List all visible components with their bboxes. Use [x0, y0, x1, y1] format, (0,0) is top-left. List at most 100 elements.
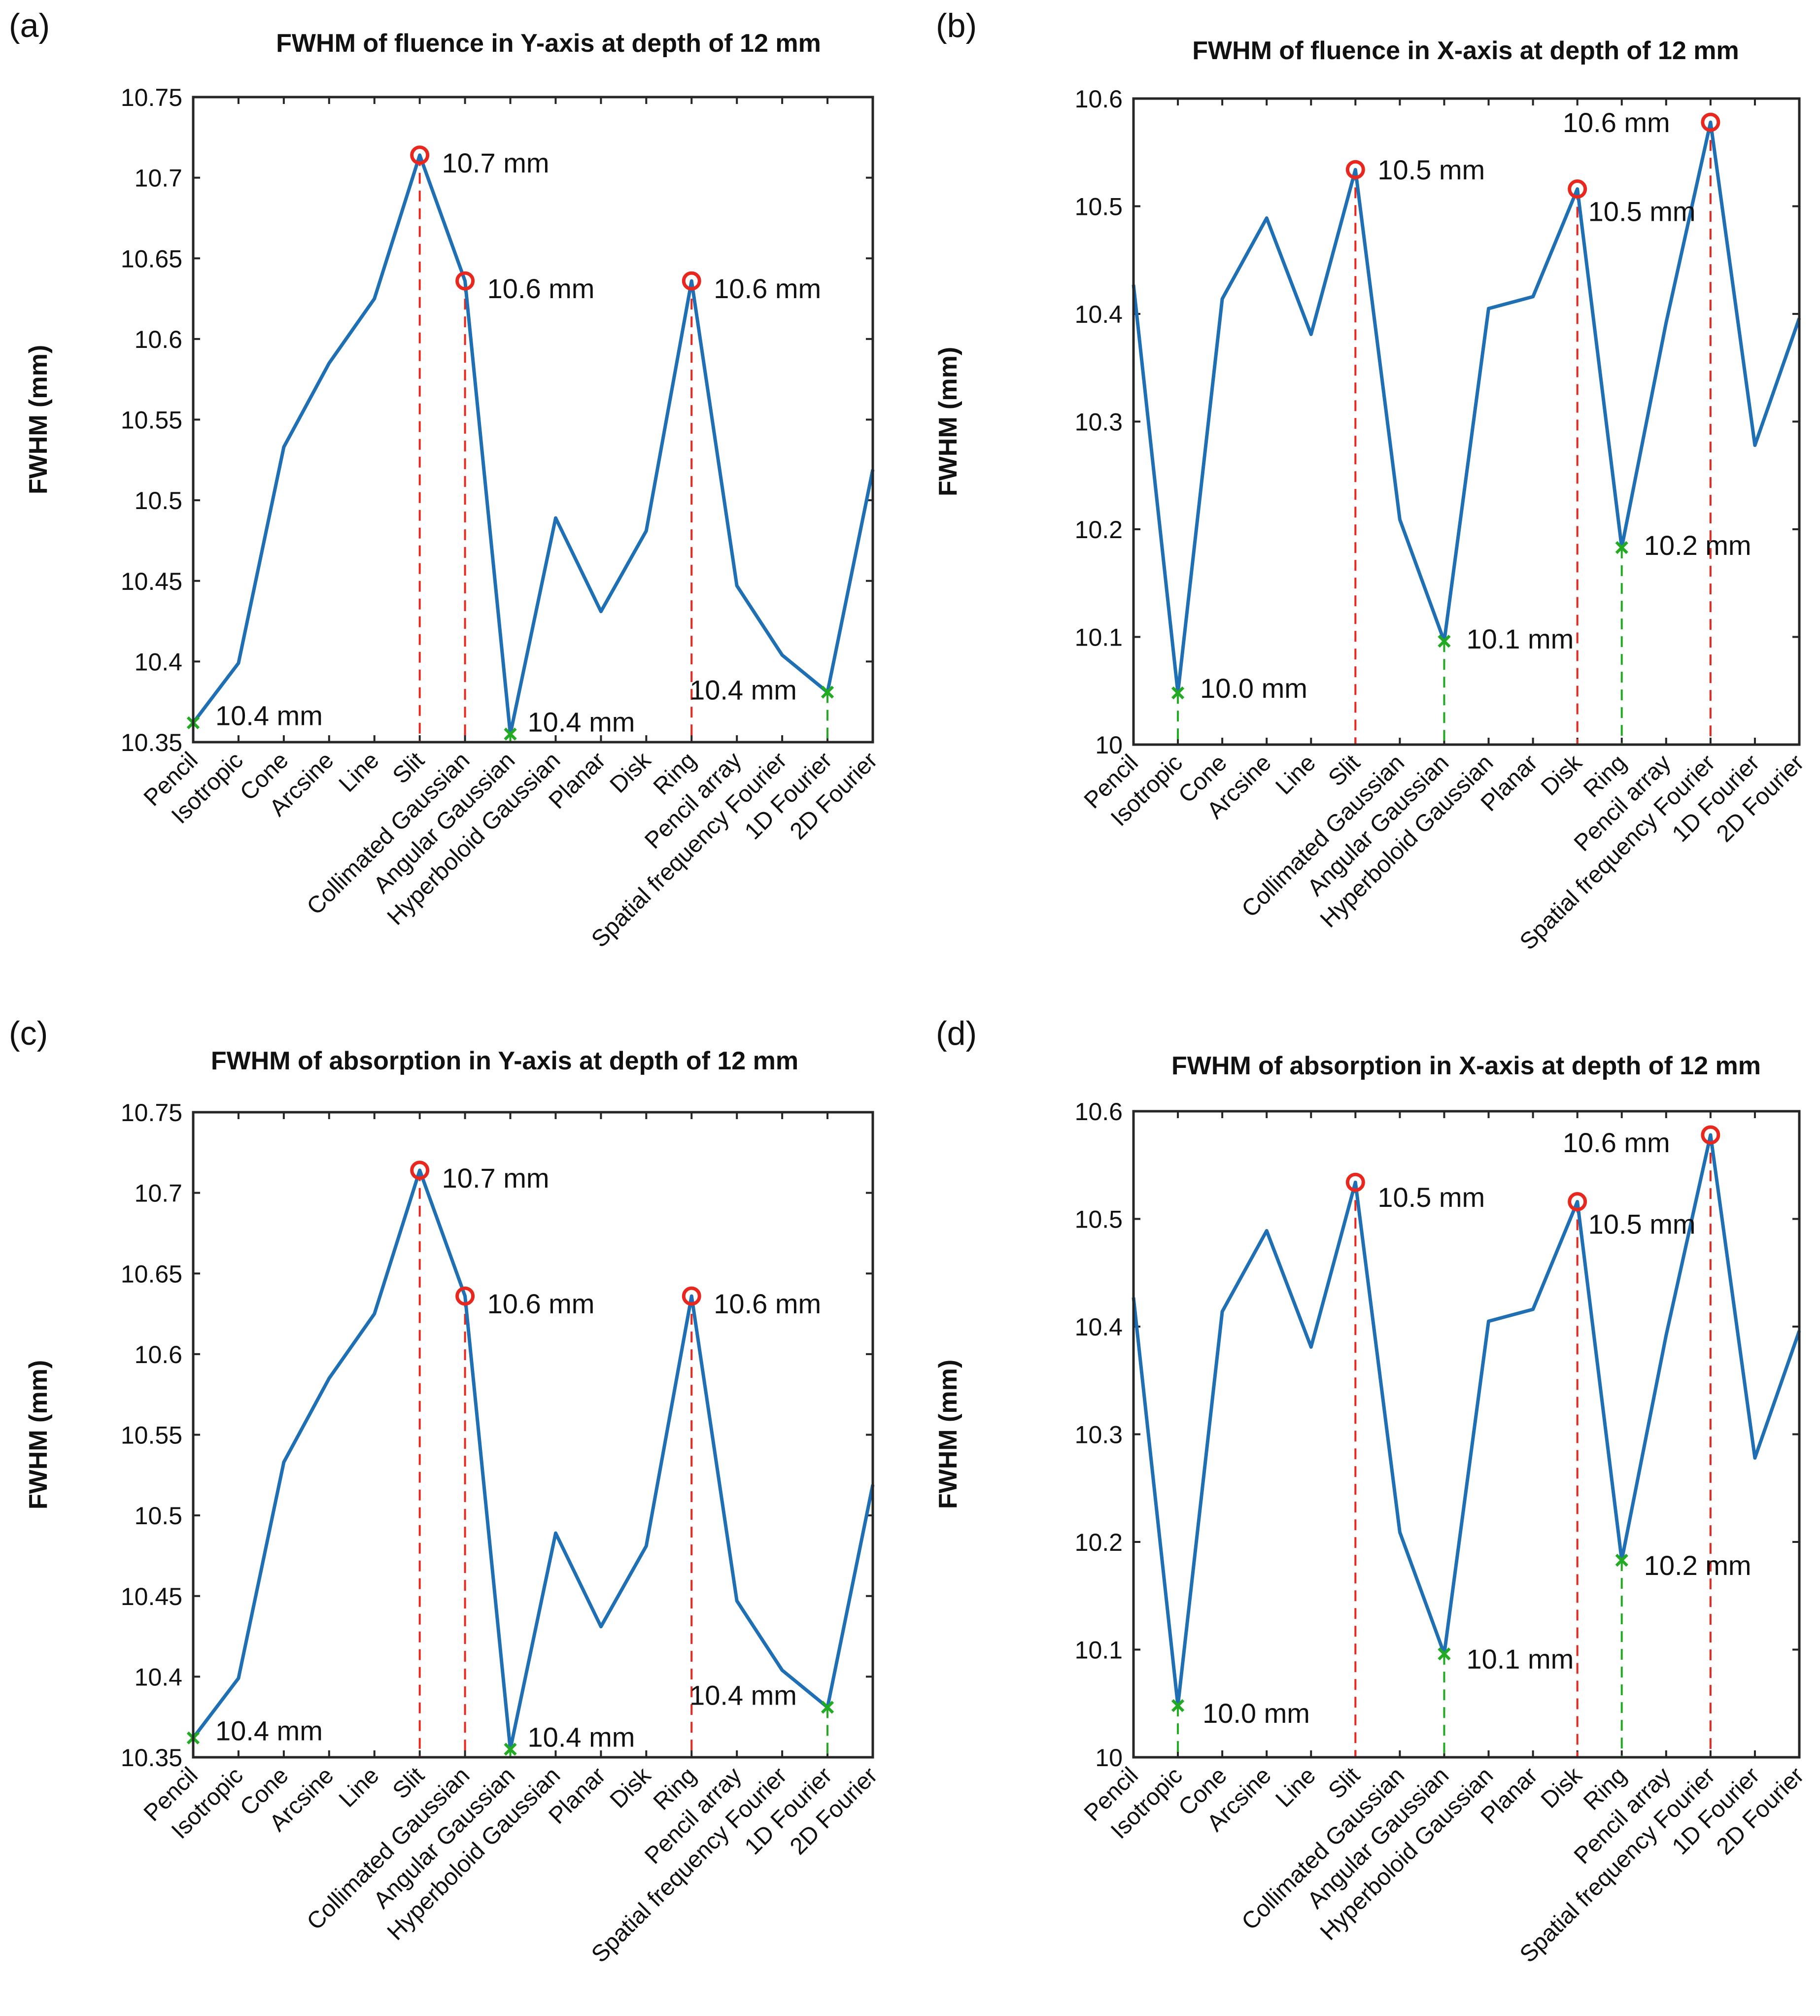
axes-box: [192, 1111, 874, 1759]
max-label: 10.5 mm: [1377, 1182, 1485, 1213]
max-label: 10.7 mm: [442, 1162, 549, 1194]
chart-d-svg: (d) FWHM of absorption in X-axis at depth…: [934, 1015, 1809, 1968]
series-line: [192, 153, 875, 736]
y-tick-label: 10.55: [121, 407, 182, 434]
y-tick-label: 10.7: [135, 1180, 182, 1207]
x-tick-label: Line: [334, 1762, 384, 1812]
min-label: 10.2 mm: [1644, 1550, 1751, 1581]
max-marker: [1345, 160, 1365, 179]
min-label: 10.4 mm: [215, 1715, 323, 1746]
axes-box: [1132, 1110, 1801, 1759]
min-marker: [1438, 635, 1451, 648]
x-tick-label: Disk: [1536, 750, 1587, 801]
min-marker: [1615, 541, 1628, 554]
y-tick-label: 10.5: [1075, 193, 1123, 221]
y-tick-label: 10.35: [121, 1744, 182, 1772]
min-label: 10.4 mm: [528, 707, 635, 738]
max-marker: [1701, 112, 1720, 132]
max-marker: [1568, 179, 1587, 199]
y-axis-label: FWHM (mm): [934, 1360, 962, 1509]
panel-label: (a): [9, 7, 50, 44]
y-tick-label: 10.5: [1075, 1206, 1123, 1233]
max-marker: [682, 1286, 701, 1306]
max-label: 10.6 mm: [714, 273, 821, 304]
series-line: [1132, 1133, 1801, 1708]
x-tick-label: Line: [334, 747, 384, 797]
min-marker: [1438, 1647, 1451, 1661]
chart-panel-a: (a) FWHM of fluence in Y-axis at depth of…: [0, 0, 910, 1008]
max-label: 10.6 mm: [487, 1288, 595, 1319]
max-marker: [410, 1161, 430, 1180]
max-marker: [455, 271, 475, 291]
y-tick-label: 10.5: [135, 487, 182, 514]
y-tick-label: 10.2: [1075, 1529, 1123, 1556]
y-tick-label: 10.3: [1075, 409, 1123, 436]
max-marker: [1701, 1125, 1720, 1145]
min-marker: [504, 727, 517, 741]
chart-title: FWHM of fluence in Y-axis at depth of 12…: [276, 29, 821, 58]
axes-box: [192, 96, 874, 744]
max-marker: [455, 1286, 475, 1306]
chart-panel-b: (b) FWHM of fluence in X-axis at depth of…: [910, 0, 1820, 1008]
panel-label: (c): [9, 1015, 48, 1052]
y-axis-label: FWHM (mm): [24, 345, 53, 494]
chart-panel-d: (d) FWHM of absorption in X-axis at depth…: [910, 1008, 1820, 2016]
max-marker: [1345, 1172, 1365, 1192]
min-label: 10.2 mm: [1644, 530, 1751, 561]
y-axis-label: FWHM (mm): [24, 1360, 53, 1509]
max-marker: [682, 271, 701, 291]
max-label: 10.6 mm: [714, 1288, 821, 1319]
y-tick-label: 10.75: [121, 1099, 182, 1127]
min-label: 10.4 mm: [528, 1722, 635, 1753]
chart-title: FWHM of fluence in X-axis at depth of 12…: [1192, 36, 1739, 65]
y-tick-label: 10.35: [121, 729, 182, 756]
y-tick-label: 10.75: [121, 84, 182, 111]
series-line: [192, 1168, 875, 1751]
max-marker: [1568, 1192, 1587, 1212]
max-label: 10.5 mm: [1377, 154, 1485, 185]
max-label: 10.5 mm: [1588, 196, 1696, 227]
chart-title: FWHM of absorption in Y-axis at depth of…: [211, 1047, 798, 1075]
y-axis-label: FWHM (mm): [934, 347, 962, 496]
panel-label: (d): [936, 1015, 977, 1052]
chart-title: FWHM of absorption in X-axis at depth of…: [1171, 1052, 1761, 1080]
min-marker: [1615, 1554, 1628, 1567]
panel-label: (b): [936, 7, 977, 44]
y-tick-label: 10.4: [1075, 301, 1123, 328]
y-tick-label: 10.65: [121, 1260, 182, 1288]
min-marker: [504, 1743, 517, 1756]
y-tick-label: 10.45: [121, 1583, 182, 1610]
max-marker: [410, 145, 430, 165]
y-tick-label: 10.65: [121, 245, 182, 273]
min-label: 10.1 mm: [1466, 623, 1574, 654]
max-label: 10.5 mm: [1588, 1209, 1696, 1240]
min-marker: [821, 1701, 834, 1714]
y-tick-label: 10.55: [121, 1422, 182, 1449]
min-marker: [1171, 686, 1185, 700]
chart-a-svg: (a) FWHM of fluence in Y-axis at depth of…: [9, 7, 883, 953]
axes-box: [1132, 97, 1801, 746]
min-label: 10.0 mm: [1200, 673, 1307, 704]
series-line: [1132, 120, 1801, 695]
y-tick-label: 10.6: [1075, 1098, 1123, 1126]
y-tick-label: 10.45: [121, 568, 182, 595]
x-tick-label: Disk: [605, 747, 656, 798]
y-tick-label: 10: [1095, 1744, 1123, 1772]
y-tick-label: 10.7: [135, 165, 182, 192]
y-tick-label: 10.1: [1075, 624, 1123, 651]
y-tick-label: 10.5: [135, 1502, 182, 1530]
y-tick-label: 10.6: [1075, 85, 1123, 113]
max-label: 10.7 mm: [442, 147, 549, 178]
min-marker: [1171, 1699, 1185, 1712]
chart-c-svg: (c) FWHM of absorption in Y-axis at depth…: [9, 1015, 883, 1968]
y-tick-label: 10.3: [1075, 1421, 1123, 1449]
min-marker: [821, 685, 834, 699]
max-label: 10.6 mm: [1563, 107, 1670, 138]
max-label: 10.6 mm: [1563, 1127, 1670, 1158]
x-tick-label: Disk: [605, 1762, 656, 1813]
min-label: 10.4 mm: [689, 1680, 797, 1711]
x-tick-label: Line: [1271, 1762, 1321, 1812]
min-label: 10.4 mm: [215, 700, 323, 731]
x-tick-label: Line: [1271, 750, 1321, 800]
min-label: 10.4 mm: [689, 675, 797, 706]
